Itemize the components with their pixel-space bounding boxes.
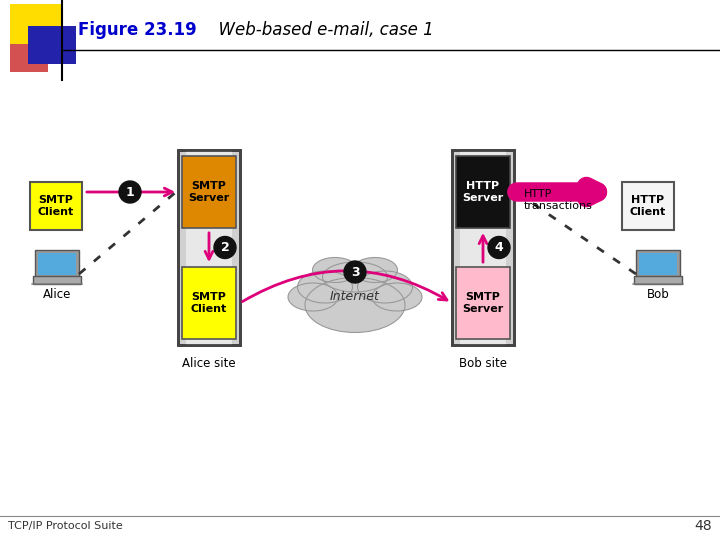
Bar [33, 276, 81, 284]
Bar [456, 267, 510, 339]
Circle shape [119, 181, 141, 203]
Text: Internet: Internet [330, 291, 380, 303]
Text: SMTP
Client: SMTP Client [38, 195, 74, 217]
Text: HTTP
Server: HTTP Server [462, 181, 503, 203]
Text: SMTP
Server: SMTP Server [462, 292, 503, 314]
Text: HTTP
transactions: HTTP transactions [524, 189, 593, 211]
Text: TCP/IP Protocol Suite: TCP/IP Protocol Suite [8, 521, 122, 531]
Bar [30, 182, 82, 230]
Text: SMTP
Server: SMTP Server [189, 181, 230, 203]
Text: Alice: Alice [42, 288, 71, 301]
Text: 2: 2 [220, 241, 230, 254]
Text: 3: 3 [351, 266, 359, 279]
Bar [622, 182, 674, 230]
Bar [182, 267, 236, 339]
Bar [35, 250, 79, 278]
Text: 4: 4 [495, 241, 503, 254]
Ellipse shape [353, 258, 397, 282]
Text: 1: 1 [125, 186, 135, 199]
Ellipse shape [305, 278, 405, 333]
Bar [636, 250, 680, 278]
Circle shape [344, 261, 366, 283]
Bar [452, 150, 514, 345]
Bar [460, 150, 506, 345]
Text: Bob: Bob [647, 288, 670, 301]
Bar [38, 253, 76, 275]
Bar [182, 156, 236, 228]
Text: Figure 23.19: Figure 23.19 [78, 21, 197, 39]
Circle shape [488, 237, 510, 259]
Text: HTTP
Client: HTTP Client [630, 195, 666, 217]
Bar [178, 150, 240, 345]
Bar [28, 26, 76, 64]
Text: 48: 48 [694, 519, 712, 533]
Bar [178, 150, 240, 345]
Bar [639, 253, 677, 275]
Ellipse shape [297, 271, 353, 303]
Text: Web-based e-mail, case 1: Web-based e-mail, case 1 [208, 21, 433, 39]
Ellipse shape [358, 271, 413, 303]
Ellipse shape [288, 283, 338, 311]
Text: SMTP
Client: SMTP Client [191, 292, 227, 314]
Text: Alice site: Alice site [182, 357, 236, 370]
Bar [10, 37, 48, 72]
Bar [452, 150, 514, 345]
Ellipse shape [312, 258, 358, 282]
Bar [456, 156, 510, 228]
Circle shape [214, 237, 236, 259]
Ellipse shape [372, 283, 422, 311]
Text: Bob site: Bob site [459, 357, 507, 370]
Ellipse shape [323, 262, 387, 292]
Bar [186, 150, 232, 345]
Bar [634, 276, 682, 284]
Bar [10, 4, 62, 44]
